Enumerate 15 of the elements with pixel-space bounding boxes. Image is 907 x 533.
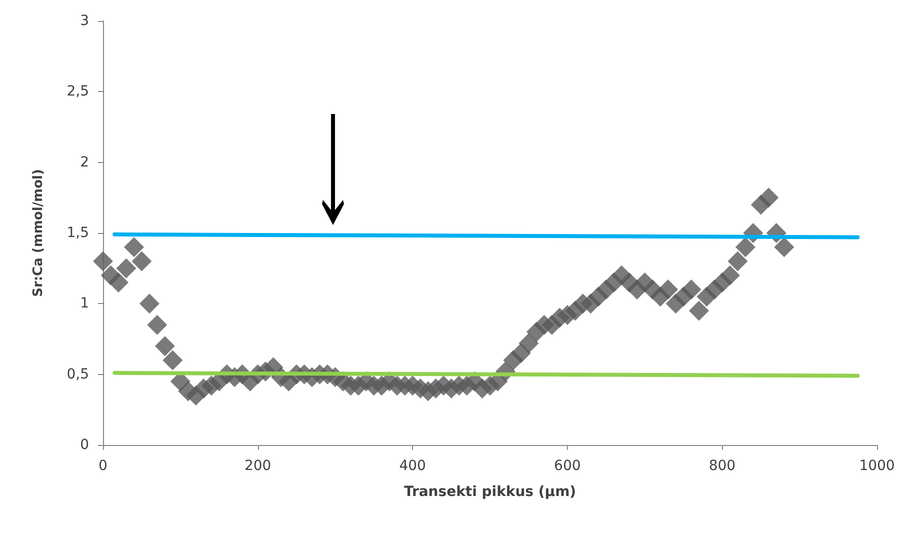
y-tick-label: 2 <box>80 154 89 170</box>
y-tick-label: 3 <box>80 13 89 29</box>
x-tick-label: 400 <box>399 458 426 474</box>
y-tick-label: 0,5 <box>66 366 89 382</box>
x-tick-label: 1000 <box>859 458 895 474</box>
x-tick-label: 600 <box>554 458 581 474</box>
y-tick-label: 0 <box>80 437 89 453</box>
y-tick-label: 1,5 <box>66 225 89 241</box>
y-tick-label: 2,5 <box>66 84 89 100</box>
y-axis-title: Sr:Ca (mmol/mol) <box>31 169 46 297</box>
x-tick-label: 0 <box>98 458 108 474</box>
x-tick-label: 800 <box>708 458 736 474</box>
x-tick-label: 200 <box>244 458 272 474</box>
x-axis-title: Transekti pikkus (µm) <box>404 484 576 500</box>
y-tick-label: 1 <box>80 296 89 312</box>
